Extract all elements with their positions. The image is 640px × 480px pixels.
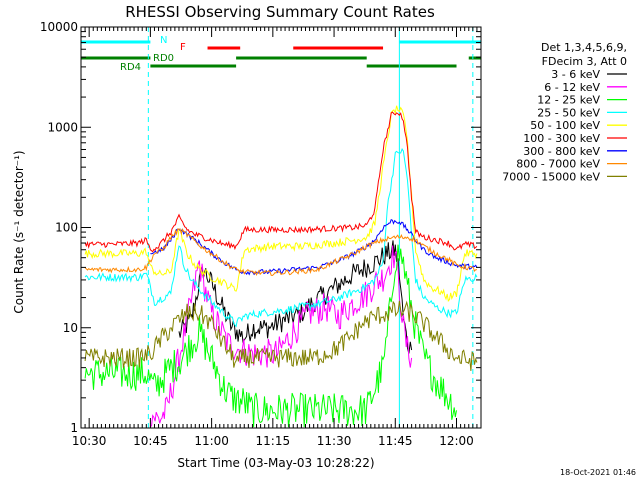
timestamp: 18-Oct-2021 01:46 bbox=[560, 468, 636, 477]
legend-label: 800 - 7000 keV bbox=[516, 158, 600, 171]
legend-label: 300 - 800 keV bbox=[523, 145, 600, 158]
legend-label: 100 - 300 keV bbox=[523, 132, 600, 145]
legend-label: 6 - 12 keV bbox=[544, 81, 600, 94]
series-line bbox=[84, 147, 478, 328]
y-tick-label: 1000 bbox=[47, 120, 78, 134]
series-line bbox=[84, 300, 478, 371]
legend-label: 25 - 50 keV bbox=[537, 106, 600, 119]
segment-label: N bbox=[160, 35, 167, 46]
legend: Det 1,3,4,5,6,9,FDecim 3, Att 03 - 6 keV… bbox=[502, 41, 627, 183]
legend-label: 12 - 25 keV bbox=[537, 94, 600, 107]
x-tick-label: 10:30 bbox=[72, 434, 107, 448]
x-tick-label: 10:45 bbox=[133, 434, 168, 448]
axes: 10:30 10:45 11:00 11:15 11:30 11:45 12:00 1 10 10… bbox=[40, 20, 482, 448]
legend-label: 50 - 100 keV bbox=[530, 119, 600, 132]
segment-label: RD4 bbox=[120, 62, 141, 73]
series-line bbox=[84, 244, 457, 428]
y-tick-label: 10000 bbox=[40, 20, 78, 34]
series-layer bbox=[84, 105, 478, 428]
x-tick-label: 11:45 bbox=[378, 434, 413, 448]
x-tick-label: 11:15 bbox=[256, 434, 291, 448]
x-tick-label: 12:00 bbox=[439, 434, 474, 448]
y-tick-label: 10 bbox=[63, 321, 78, 335]
x-axis-label: Start Time (03-May-03 10:28:22) bbox=[177, 456, 374, 470]
segment-label: F bbox=[180, 42, 186, 53]
y-tick-label: 1 bbox=[70, 421, 78, 435]
segment-label: RD0 bbox=[153, 53, 174, 64]
legend-header: Det 1,3,4,5,6,9, bbox=[541, 41, 627, 54]
series-line bbox=[178, 240, 413, 354]
y-tick-label: 100 bbox=[55, 221, 78, 235]
legend-label: 3 - 6 keV bbox=[551, 68, 600, 81]
legend-header: FDecim 3, Att 0 bbox=[542, 55, 627, 68]
series-line bbox=[150, 219, 478, 276]
series-line bbox=[84, 228, 477, 277]
y-axis-label: Count Rate (s⁻¹ detector⁻¹) bbox=[12, 150, 26, 313]
x-tick-label: 11:00 bbox=[194, 434, 229, 448]
x-tick-label: 11:30 bbox=[317, 434, 352, 448]
series-line bbox=[84, 105, 478, 303]
chart-title: RHESSI Observing Summary Count Rates bbox=[125, 3, 435, 21]
legend-label: 7000 - 15000 keV bbox=[502, 170, 600, 183]
series-line bbox=[84, 111, 478, 253]
